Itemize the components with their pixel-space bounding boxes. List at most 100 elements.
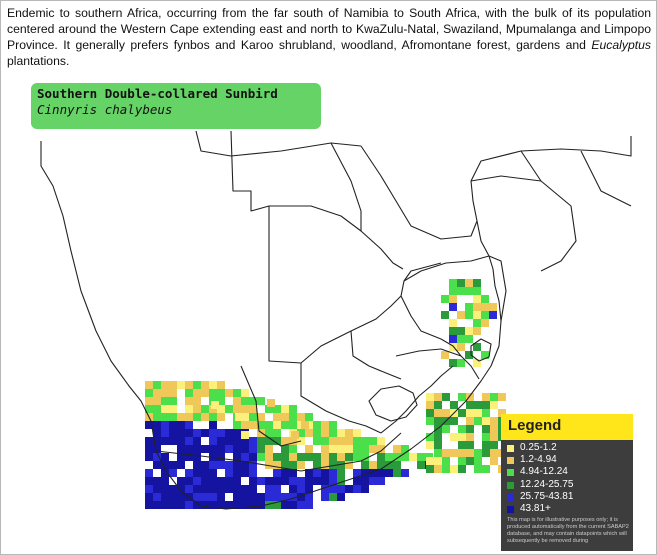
occurrence-cell	[153, 461, 161, 469]
occurrence-cell	[337, 429, 345, 437]
occurrence-cell	[257, 413, 265, 421]
occurrence-cell	[313, 421, 321, 429]
occurrence-cell	[473, 295, 481, 303]
occurrence-cell	[482, 433, 490, 441]
occurrence-cell	[249, 485, 257, 493]
occurrence-cell	[434, 409, 442, 417]
occurrence-cell	[473, 327, 481, 335]
occurrence-cell	[233, 461, 241, 469]
occurrence-cell	[209, 429, 217, 437]
occurrence-cell	[458, 433, 466, 441]
occurrence-cell	[201, 389, 209, 397]
occurrence-cell	[193, 429, 201, 437]
occurrence-cell	[434, 441, 442, 449]
occurrence-cell	[145, 477, 153, 485]
occurrence-cell	[450, 465, 458, 473]
occurrence-cell	[265, 461, 273, 469]
occurrence-cell	[217, 437, 225, 445]
occurrence-cell	[265, 477, 273, 485]
occurrence-cell	[281, 477, 289, 485]
occurrence-cell	[489, 303, 497, 311]
occurrence-cell	[289, 453, 297, 461]
occurrence-cell	[426, 433, 434, 441]
occurrence-cell	[281, 453, 289, 461]
occurrence-cell	[233, 437, 241, 445]
occurrence-cell	[361, 485, 369, 493]
occurrence-cell	[449, 279, 457, 287]
occurrence-cell	[281, 501, 289, 509]
occurrence-cell	[321, 445, 329, 453]
occurrence-cell	[291, 431, 299, 439]
occurrence-cell	[434, 425, 442, 433]
species-common-name: Southern Double-collared Sunbird	[37, 86, 278, 101]
occurrence-cell	[482, 401, 490, 409]
occurrence-cell	[249, 413, 257, 421]
occurrence-cell	[273, 461, 281, 469]
occurrence-cell	[313, 461, 321, 469]
occurrence-cell	[211, 401, 219, 409]
occurrence-cell	[305, 445, 313, 453]
occurrence-cell	[473, 343, 481, 351]
legend-swatch	[507, 469, 514, 477]
occurrence-cell	[241, 469, 249, 477]
occurrence-cell	[193, 381, 201, 389]
occurrence-cell	[481, 303, 489, 311]
occurrence-cell	[465, 311, 473, 319]
occurrence-cell	[177, 421, 185, 429]
occurrence-cell	[249, 461, 257, 469]
occurrence-cell	[161, 389, 169, 397]
occurrence-cell	[217, 397, 225, 405]
occurrence-cell	[281, 405, 289, 413]
occurrence-cell	[474, 457, 482, 465]
legend-swatch	[507, 457, 514, 465]
occurrence-cell	[233, 453, 241, 461]
occurrence-cell	[249, 397, 257, 405]
occurrence-cell	[233, 397, 241, 405]
occurrence-cell	[281, 461, 289, 469]
occurrence-cell	[241, 461, 249, 469]
occurrence-cell	[209, 477, 217, 485]
occurrence-cell	[449, 295, 457, 303]
legend-item: 25.75-43.81	[507, 491, 573, 503]
occurrence-cell	[393, 453, 401, 461]
legend-swatch	[507, 493, 514, 501]
occurrence-cell	[273, 453, 281, 461]
occurrence-cell	[177, 429, 185, 437]
occurrence-cell	[273, 413, 281, 421]
occurrence-cell	[321, 461, 329, 469]
occurrence-cell	[426, 417, 434, 425]
occurrence-cell	[145, 437, 153, 445]
occurrence-cell	[434, 465, 442, 473]
occurrence-cell	[345, 437, 353, 445]
occurrence-cell	[361, 445, 369, 453]
occurrence-cell	[473, 279, 481, 287]
occurrence-cell	[313, 437, 321, 445]
occurrence-cell	[305, 493, 313, 501]
occurrence-cell	[177, 453, 185, 461]
occurrence-cell	[289, 477, 297, 485]
occurrence-cell	[217, 493, 225, 501]
occurrence-cell	[466, 409, 474, 417]
occurrence-cell	[265, 445, 273, 453]
occurrence-cell	[337, 461, 345, 469]
occurrence-cell	[145, 493, 153, 501]
occurrence-cell	[361, 437, 369, 445]
occurrence-cell	[193, 469, 201, 477]
occurrence-cell	[185, 453, 193, 461]
legend-swatch	[507, 481, 514, 489]
occurrence-cell	[145, 445, 153, 453]
occurrence-cell	[241, 421, 249, 429]
occurrence-cell	[209, 413, 217, 421]
occurrence-cell	[217, 381, 225, 389]
occurrence-cell	[209, 501, 217, 509]
occurrence-cell	[345, 461, 353, 469]
occurrence-cell	[249, 493, 257, 501]
occurrence-cell	[458, 425, 466, 433]
occurrence-cell	[153, 381, 161, 389]
occurrence-cell	[209, 461, 217, 469]
occurrence-cell	[401, 445, 409, 453]
occurrence-cell	[490, 457, 498, 465]
occurrence-cell	[241, 405, 249, 413]
occurrence-cell	[490, 441, 498, 449]
legend-item: 0.25-1.2	[507, 442, 573, 454]
